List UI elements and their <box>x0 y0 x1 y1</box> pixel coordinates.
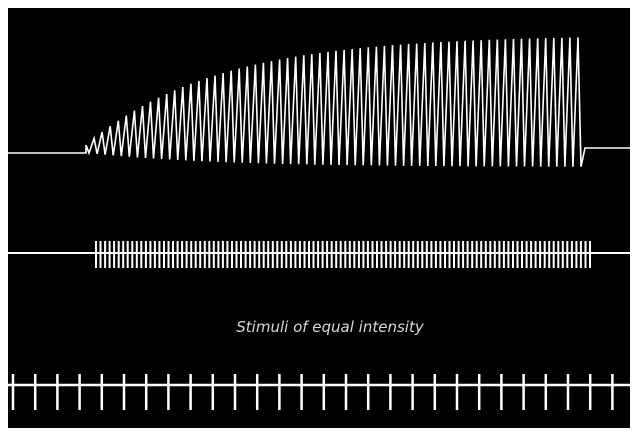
page: Stimuli of equal intensity (() => { cons… <box>0 0 638 436</box>
caption: Stimuli of equal intensity <box>236 318 425 336</box>
recording: Stimuli of equal intensity <box>0 0 638 436</box>
